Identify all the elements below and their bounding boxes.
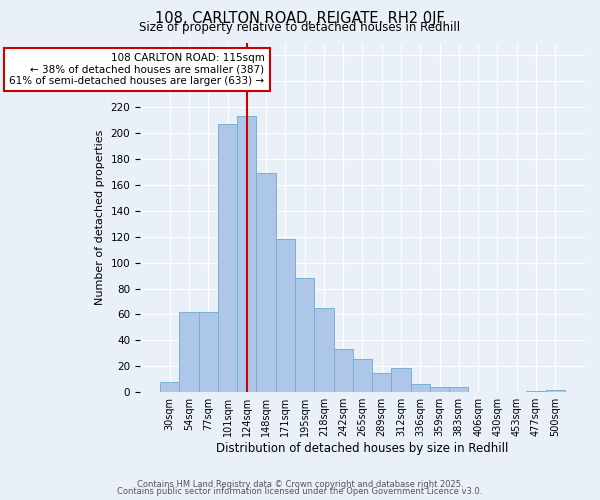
Text: Contains HM Land Registry data © Crown copyright and database right 2025.: Contains HM Land Registry data © Crown c…: [137, 480, 463, 489]
Bar: [334, 350, 353, 392]
Bar: [449, 387, 469, 392]
Bar: [372, 373, 391, 392]
Text: Contains public sector information licensed under the Open Government Licence v3: Contains public sector information licen…: [118, 488, 482, 496]
Bar: [314, 308, 334, 392]
Bar: [218, 124, 237, 392]
Text: 108 CARLTON ROAD: 115sqm
← 38% of detached houses are smaller (387)
61% of semi-: 108 CARLTON ROAD: 115sqm ← 38% of detach…: [10, 53, 265, 86]
Bar: [430, 387, 449, 392]
Bar: [256, 174, 276, 392]
X-axis label: Distribution of detached houses by size in Redhill: Distribution of detached houses by size …: [216, 442, 509, 455]
Bar: [160, 382, 179, 392]
Text: Size of property relative to detached houses in Redhill: Size of property relative to detached ho…: [139, 21, 461, 34]
Bar: [276, 240, 295, 392]
Bar: [295, 278, 314, 392]
Bar: [391, 368, 410, 392]
Bar: [545, 390, 565, 392]
Bar: [353, 358, 372, 392]
Bar: [237, 116, 256, 392]
Text: 108, CARLTON ROAD, REIGATE, RH2 0JF: 108, CARLTON ROAD, REIGATE, RH2 0JF: [155, 11, 445, 26]
Y-axis label: Number of detached properties: Number of detached properties: [95, 130, 105, 305]
Bar: [179, 312, 199, 392]
Bar: [526, 391, 545, 392]
Bar: [199, 312, 218, 392]
Bar: [410, 384, 430, 392]
